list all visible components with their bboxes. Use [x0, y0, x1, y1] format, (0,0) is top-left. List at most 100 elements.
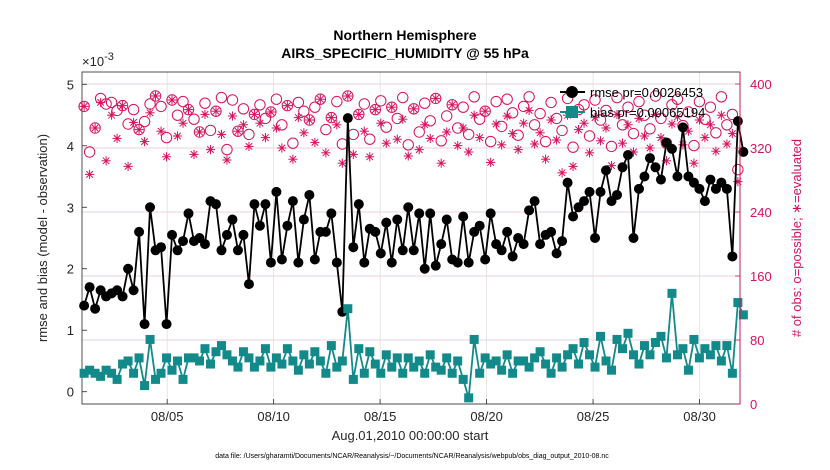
- evaluated-obs-point: [530, 139, 540, 149]
- bias-point: [359, 368, 369, 378]
- bias-point: [442, 353, 452, 363]
- rmse-point: [320, 226, 331, 237]
- rmse-point: [342, 113, 353, 124]
- possible-obs-point: [462, 128, 475, 141]
- x-tick-label: 08/15: [364, 409, 397, 424]
- x-axis: 08/05 08/10 08/15 08/20 08/25 08/30: [151, 399, 716, 424]
- rmse-point: [167, 229, 178, 240]
- bias-point: [244, 353, 254, 363]
- evaluated-obs-stroke: [552, 136, 561, 144]
- evaluated-obs-point: [513, 145, 523, 155]
- bias-point: [524, 362, 534, 372]
- evaluated-obs-stroke: [459, 124, 467, 132]
- possible-obs-point: [523, 91, 535, 103]
- evaluated-obs-point: [727, 129, 737, 139]
- bias-point: [233, 362, 243, 372]
- possible-obs-point: [364, 133, 376, 145]
- rmse-point: [590, 233, 601, 243]
- evaluated-obs-stroke: [547, 116, 555, 124]
- rmse-point: [199, 239, 210, 250]
- rmse-point: [260, 199, 271, 210]
- evaluated-obs-point: [694, 115, 705, 125]
- bias-point: [546, 368, 556, 378]
- evaluated-obs-point: [244, 141, 254, 151]
- evaluated-obs-stroke: [135, 125, 143, 134]
- evaluated-obs-stroke: [250, 110, 259, 119]
- bias-point: [211, 347, 221, 357]
- rmse-point: [650, 162, 661, 173]
- bias-point: [590, 362, 600, 372]
- evaluated-obs-stroke: [591, 113, 599, 122]
- evaluated-obs-stroke: [574, 125, 583, 134]
- rmse-point: [551, 248, 562, 259]
- evaluated-obs-point: [584, 148, 595, 158]
- evaluated-obs-point: [134, 125, 144, 135]
- rmse-point: [392, 214, 403, 225]
- evaluated-obs-stroke: [404, 152, 412, 160]
- right-y-tick-label: 80: [750, 333, 764, 348]
- obs-count-series: [78, 90, 744, 187]
- possible-obs-point: [188, 113, 200, 125]
- evaluated-obs-stroke: [294, 113, 302, 122]
- bias-point: [601, 356, 611, 366]
- bias-point: [557, 362, 567, 372]
- evaluated-obs-point: [535, 128, 545, 138]
- evaluated-obs-point: [156, 126, 166, 136]
- evaluated-obs-stroke: [261, 133, 270, 142]
- bias-point: [189, 353, 199, 363]
- possible-obs-point: [254, 99, 266, 111]
- evaluated-obs-point: [612, 109, 622, 119]
- possible-obs-point: [232, 125, 244, 137]
- evaluated-obs-stroke: [421, 121, 429, 129]
- bias-point: [238, 347, 248, 357]
- possible-obs-point: [171, 109, 184, 121]
- possible-obs-point: [177, 95, 189, 108]
- evaluated-obs-point: [475, 133, 485, 143]
- evaluated-obs-point: [189, 149, 199, 159]
- evaluated-obs-stroke: [536, 129, 544, 137]
- evaluated-obs-point: [645, 143, 655, 153]
- evaluated-obs-stroke: [399, 115, 407, 123]
- evaluated-obs-stroke: [228, 112, 237, 120]
- bias-point: [162, 353, 172, 363]
- y-axis-label-right: # of obs: o=possible; ∗=evaluated: [789, 139, 804, 337]
- bias-point: [574, 359, 584, 369]
- bias-point: [700, 344, 710, 354]
- rmse-point: [535, 239, 546, 250]
- rmse-point: [265, 257, 276, 268]
- right-y-tick-label: 400: [750, 77, 772, 92]
- evaluated-obs-stroke: [426, 134, 434, 143]
- possible-obs-point: [468, 91, 480, 103]
- evaluated-obs-point: [436, 158, 446, 168]
- possible-obs-point: [611, 91, 623, 104]
- possible-obs-point: [726, 108, 739, 121]
- possible-obs-point: [215, 91, 228, 104]
- bias-point: [310, 347, 320, 357]
- legend-entry-bias: bias pr=0.00065194: [560, 105, 705, 120]
- y-exponent-base: ×10: [82, 54, 104, 69]
- rmse-point: [485, 208, 496, 219]
- bias-point: [409, 362, 419, 372]
- possible-obs-point: [600, 104, 612, 117]
- evaluated-obs-point: [491, 119, 501, 129]
- evaluated-obs-stroke: [305, 116, 313, 124]
- rmse-point: [232, 245, 243, 256]
- bias-point: [530, 353, 540, 363]
- evaluated-obs-stroke: [124, 162, 132, 171]
- right-y-tick-label: 240: [750, 205, 772, 220]
- bias-point: [656, 331, 666, 341]
- evaluated-obs-point: [337, 158, 347, 168]
- possible-obs-point: [386, 101, 398, 113]
- evaluated-obs-stroke: [245, 142, 253, 151]
- bias-point: [738, 310, 748, 320]
- evaluated-obs-point: [573, 125, 584, 135]
- bias-point: [381, 350, 391, 360]
- rmse-point: [156, 242, 167, 253]
- evaluated-obs-point: [172, 131, 183, 141]
- evaluated-obs-point: [497, 140, 507, 150]
- bias-point: [716, 356, 726, 366]
- evaluated-obs-stroke: [179, 119, 187, 127]
- evaluated-obs-stroke: [333, 121, 341, 129]
- bias-point: [623, 328, 633, 338]
